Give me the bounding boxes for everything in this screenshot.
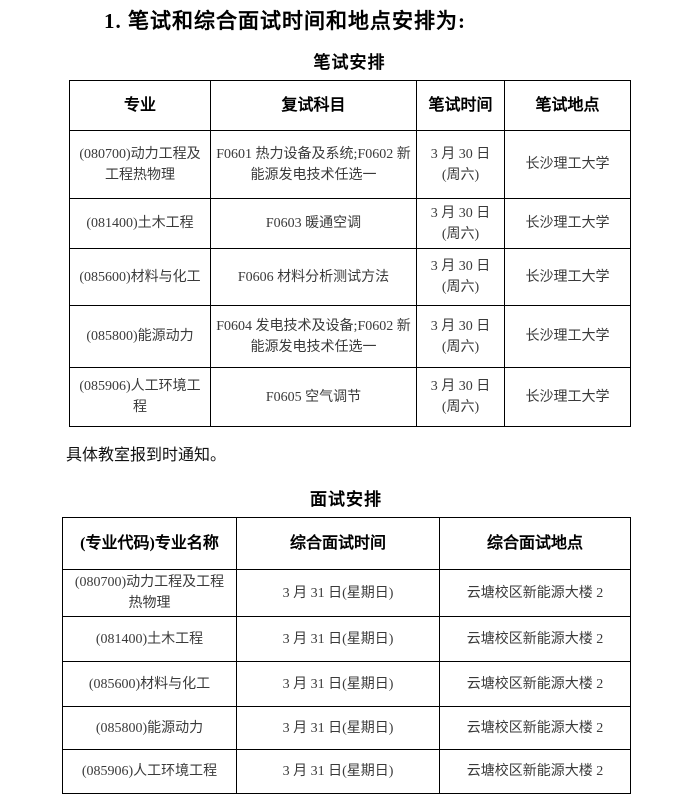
column-header-time: 笔试时间 [416, 80, 505, 132]
table-row: (081400)土木工程 3 月 31 日(星期日) 云塘校区新能源大楼 2 [62, 616, 631, 663]
major-cell: (085600)材料与化工 [69, 248, 211, 307]
written-exam-table-title: 笔试安排 [313, 53, 386, 73]
section-heading: 1. 笔试和综合面试时间和地点安排为: [104, 9, 466, 33]
major-cell: (085906)人工环境工程 [62, 749, 237, 795]
time-cell: 3 月 30 日(周六) [416, 130, 505, 200]
location-cell: 长沙理工大学 [504, 130, 631, 200]
interview-table: (专业代码)专业名称 综合面试时间 综合面试地点 (080700)动力工程及工程… [62, 517, 631, 795]
column-header-location: 笔试地点 [504, 80, 631, 132]
table-row: (080700)动力工程及工程热物理 F0601 热力设备及系统;F0602 新… [69, 130, 631, 200]
table-row: (085800)能源动力 F0604 发电技术及设备;F0602 新能源发电技术… [69, 305, 631, 369]
table-row: (085906)人工环境工程 F0605 空气调节 3 月 30 日(周六) 长… [69, 367, 631, 428]
major-cell: (085600)材料与化工 [62, 661, 237, 708]
major-cell: (081400)土木工程 [69, 198, 211, 250]
column-header-major: 专业 [69, 80, 211, 132]
location-cell: 云塘校区新能源大楼 2 [439, 749, 631, 795]
location-cell: 云塘校区新能源大楼 2 [439, 569, 631, 618]
subjects-cell: F0605 空气调节 [210, 367, 417, 428]
major-cell: (085800)能源动力 [62, 706, 237, 751]
location-cell: 长沙理工大学 [504, 305, 631, 369]
major-cell: (085906)人工环境工程 [69, 367, 211, 428]
interview-table-title: 面试安排 [310, 490, 382, 510]
time-cell: 3 月 31 日(星期日) [236, 749, 440, 795]
column-header-interview-time: 综合面试时间 [236, 517, 440, 571]
table-row: (085600)材料与化工 3 月 31 日(星期日) 云塘校区新能源大楼 2 [62, 661, 631, 708]
location-cell: 云塘校区新能源大楼 2 [439, 706, 631, 751]
subjects-cell: F0604 发电技术及设备;F0602 新能源发电技术任选一 [210, 305, 417, 369]
time-cell: 3 月 31 日(星期日) [236, 661, 440, 708]
major-cell: (080700)动力工程及工程热物理 [69, 130, 211, 200]
column-header-interview-location: 综合面试地点 [439, 517, 631, 571]
major-cell: (085800)能源动力 [69, 305, 211, 369]
major-cell: (081400)土木工程 [62, 616, 237, 663]
table-row: (080700)动力工程及工程热物理 3 月 31 日(星期日) 云塘校区新能源… [62, 569, 631, 618]
document-page: 1. 笔试和综合面试时间和地点安排为: 笔试安排 专业 复试科目 笔试时间 笔试… [0, 8, 694, 801]
table-row: (081400)土木工程 F0603 暖通空调 3 月 30 日(周六) 长沙理… [69, 198, 631, 250]
location-cell: 长沙理工大学 [504, 367, 631, 428]
subjects-cell: F0606 材料分析测试方法 [210, 248, 417, 307]
time-cell: 3 月 31 日(星期日) [236, 616, 440, 663]
time-cell: 3 月 31 日(星期日) [236, 569, 440, 618]
time-cell: 3 月 30 日(周六) [416, 198, 505, 250]
time-cell: 3 月 30 日(周六) [416, 367, 505, 428]
table-header-row: 专业 复试科目 笔试时间 笔试地点 [69, 80, 631, 132]
location-cell: 长沙理工大学 [504, 198, 631, 250]
time-cell: 3 月 30 日(周六) [416, 248, 505, 307]
column-header-subjects: 复试科目 [210, 80, 417, 132]
table-row: (085800)能源动力 3 月 31 日(星期日) 云塘校区新能源大楼 2 [62, 706, 631, 751]
location-cell: 长沙理工大学 [504, 248, 631, 307]
column-header-major: (专业代码)专业名称 [62, 517, 237, 571]
table-header-row: (专业代码)专业名称 综合面试时间 综合面试地点 [62, 517, 631, 571]
written-exam-table: 专业 复试科目 笔试时间 笔试地点 (080700)动力工程及工程热物理 F06… [69, 80, 631, 428]
table-row: (085906)人工环境工程 3 月 31 日(星期日) 云塘校区新能源大楼 2 [62, 749, 631, 795]
time-cell: 3 月 30 日(周六) [416, 305, 505, 369]
subjects-cell: F0603 暖通空调 [210, 198, 417, 250]
subjects-cell: F0601 热力设备及系统;F0602 新能源发电技术任选一 [210, 130, 417, 200]
classroom-note: 具体教室报到时通知。 [66, 447, 227, 465]
location-cell: 云塘校区新能源大楼 2 [439, 661, 631, 708]
table-row: (085600)材料与化工 F0606 材料分析测试方法 3 月 30 日(周六… [69, 248, 631, 307]
major-cell: (080700)动力工程及工程热物理 [62, 569, 237, 618]
location-cell: 云塘校区新能源大楼 2 [439, 616, 631, 663]
time-cell: 3 月 31 日(星期日) [236, 706, 440, 751]
